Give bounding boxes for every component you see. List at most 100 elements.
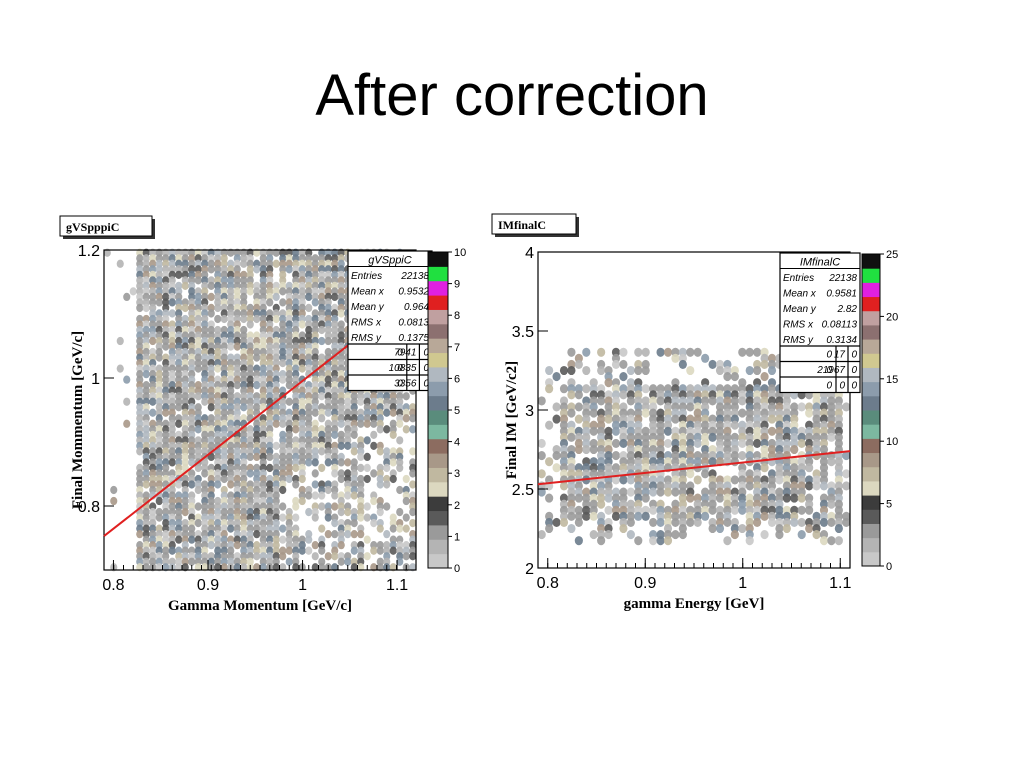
heatmap-cell bbox=[201, 563, 209, 572]
heatmap-cell bbox=[194, 518, 202, 528]
color-scale-label: 10 bbox=[886, 436, 898, 448]
heatmap-cell bbox=[641, 408, 650, 418]
heatmap-cell bbox=[266, 452, 274, 462]
heatmap-cell bbox=[324, 485, 332, 495]
heatmap-cell bbox=[370, 469, 378, 478]
heatmap-cell bbox=[708, 359, 717, 369]
heatmap-cell bbox=[649, 517, 658, 527]
heatmap-cell bbox=[194, 485, 202, 495]
heatmap-cell bbox=[723, 372, 732, 382]
heatmap-cell bbox=[350, 430, 358, 439]
heatmap-cell bbox=[567, 365, 576, 376]
heatmap-cell bbox=[149, 336, 157, 346]
heatmap-cell bbox=[708, 457, 717, 467]
heatmap-cell bbox=[805, 481, 814, 491]
heatmap-cell bbox=[767, 414, 777, 424]
heatmap-cell bbox=[240, 314, 248, 324]
heatmap-cell bbox=[201, 469, 209, 478]
heatmap-cell bbox=[790, 444, 799, 455]
heatmap-cell bbox=[797, 438, 806, 448]
heatmap-cell bbox=[357, 463, 365, 473]
color-scale-segment bbox=[428, 524, 448, 540]
heatmap-cell bbox=[181, 281, 189, 290]
right-plot-panel: IMfinalC 0.8 0.9 1 1.1 2 2.5 3 3.5 4 gamma Energy … bbox=[490, 210, 900, 615]
heatmap-cell bbox=[363, 436, 371, 445]
heatmap-cell bbox=[604, 530, 613, 540]
stats-row-value: 0.3134 bbox=[826, 335, 857, 346]
heatmap-cell bbox=[311, 458, 319, 467]
heatmap-cell bbox=[589, 426, 598, 436]
heatmap-cell bbox=[409, 469, 417, 478]
stats-title: IMfinalC bbox=[800, 257, 840, 269]
heatmap-cell bbox=[775, 475, 784, 485]
heatmap-cell bbox=[402, 414, 410, 423]
heatmap-cell bbox=[305, 491, 313, 500]
heatmap-cell bbox=[337, 458, 345, 467]
heatmap-cell bbox=[589, 530, 598, 540]
heatmap-cell bbox=[545, 365, 554, 376]
heatmap-cell bbox=[253, 265, 261, 274]
color-scale-segment bbox=[428, 338, 448, 354]
heatmap-cell bbox=[559, 384, 569, 394]
heatmap-cell bbox=[318, 336, 326, 346]
stats-grid-cell: 0 bbox=[423, 348, 429, 359]
heatmap-cell bbox=[597, 347, 606, 357]
heatmap-cell bbox=[708, 432, 717, 442]
y-tick-label: 4 bbox=[525, 245, 534, 262]
heatmap-cell bbox=[641, 365, 650, 376]
heatmap-cell bbox=[396, 419, 404, 428]
x-tick-label: 0.8 bbox=[102, 577, 124, 594]
heatmap-cell bbox=[634, 347, 643, 357]
color-scale-segment bbox=[862, 296, 880, 312]
stats-row-label: RMS y bbox=[783, 335, 814, 346]
stats-row-value: 0.964 bbox=[404, 302, 429, 313]
heatmap-cell bbox=[619, 475, 628, 485]
heatmap-cell bbox=[279, 513, 287, 522]
y-tick-label: 1.2 bbox=[78, 243, 100, 260]
heatmap-cell bbox=[760, 530, 769, 540]
heatmap-cell bbox=[604, 378, 613, 388]
heatmap-cell bbox=[188, 458, 196, 467]
stats-row-value: 0.1375 bbox=[398, 333, 429, 344]
heatmap-cell bbox=[545, 457, 554, 467]
heatmap-cell bbox=[344, 458, 352, 467]
heatmap-cell bbox=[344, 507, 352, 517]
color-scale-label: 1 bbox=[454, 531, 460, 543]
heatmap-cell bbox=[337, 419, 345, 428]
color-scale-segment bbox=[862, 537, 880, 553]
heatmap-cell bbox=[194, 364, 202, 373]
heatmap-cell bbox=[383, 530, 391, 539]
heatmap-cell bbox=[363, 452, 371, 462]
heatmap-cell bbox=[337, 474, 345, 484]
heatmap-cell bbox=[383, 502, 391, 511]
axis-ticks: 0.8 0.9 1 1.1 2 2.5 3 3.5 4 bbox=[512, 245, 852, 592]
heatmap-cell bbox=[656, 396, 665, 406]
stats-row-value: 0.0813 bbox=[398, 318, 429, 329]
x-tick-label: 0.9 bbox=[197, 577, 219, 594]
heatmap-cell bbox=[298, 496, 306, 506]
stats-row-value: 0.9532 bbox=[398, 287, 429, 298]
color-scale-label: 20 bbox=[886, 311, 898, 323]
heatmap-cell bbox=[207, 265, 215, 274]
heatmap-cell bbox=[149, 397, 157, 406]
y-tick-label: 3 bbox=[525, 403, 534, 420]
heatmap-cell bbox=[383, 408, 391, 417]
heatmap-cell bbox=[220, 314, 228, 324]
heatmap-cell bbox=[537, 530, 546, 540]
color-scale-segment bbox=[862, 381, 880, 397]
heatmap-cell bbox=[357, 452, 365, 462]
heatmap-cell bbox=[574, 536, 583, 546]
heatmap-cell bbox=[110, 485, 118, 495]
heatmap-cell bbox=[738, 408, 747, 418]
color-scale-segment bbox=[428, 280, 448, 296]
heatmap-cell bbox=[305, 292, 313, 302]
color-scale-segment bbox=[428, 252, 448, 267]
label-frame bbox=[59, 215, 153, 237]
heatmap-cell bbox=[559, 481, 569, 491]
heatmap-cell bbox=[175, 480, 183, 489]
color-scale-segment bbox=[862, 395, 880, 411]
heatmap-cell bbox=[162, 342, 170, 351]
heatmap-cell bbox=[663, 347, 673, 357]
heatmap-cell bbox=[155, 298, 163, 307]
heatmap-cell bbox=[842, 451, 851, 461]
